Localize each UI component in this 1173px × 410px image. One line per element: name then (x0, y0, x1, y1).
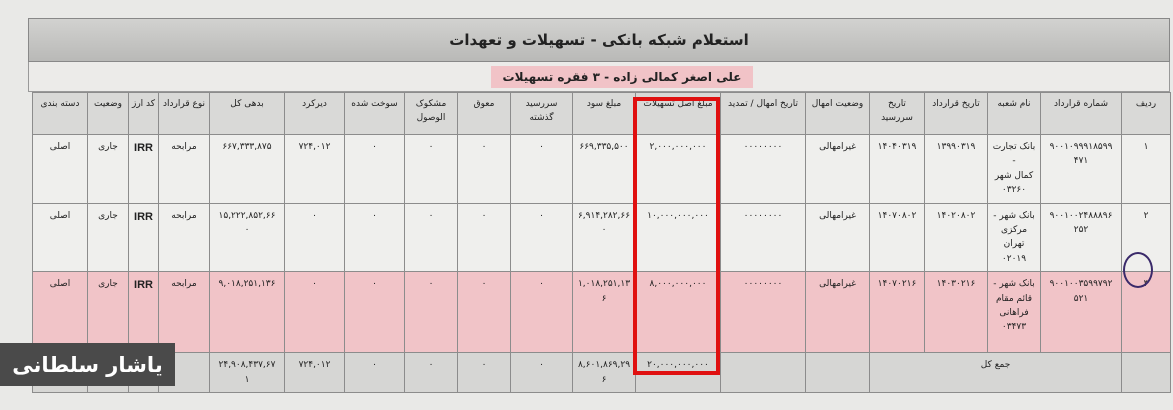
table-cell: ۱۰,۰۰۰,۰۰۰,۰۰۰ (635, 202, 721, 273)
header-row: ردیف شماره قرارداد نام شعبه تاریخ قرارداد تا… (32, 92, 1171, 135)
table-cell: ۱۳۹۹۰۳۱۹ (924, 134, 988, 204)
column-header: شماره قرارداد (1040, 92, 1122, 135)
total-cell: ۰ (510, 352, 573, 393)
column-header: وضعیت امهال (805, 92, 870, 135)
table-row: ۳ ۹۰۰۱۰۰۳۵۹۹۷۹۲ ۵۲۱ بانک شهر - قائم مقام ف… (32, 271, 1171, 354)
column-header: تاریخ سررسید (869, 92, 925, 135)
table-cell: ۰ (284, 271, 345, 354)
empty-cell (805, 352, 870, 393)
table-cell: جاری (87, 271, 129, 354)
table-cell: ۰ (510, 271, 573, 354)
table-cell: ۰ (510, 202, 573, 273)
table-cell: ۰۰۰۰۰۰۰۰ (720, 271, 806, 354)
column-header: نوع قرارداد (158, 92, 210, 135)
table-cell: غیرامهالی (805, 202, 870, 273)
table-cell: ۱۴۰۳۰۲۱۶ (924, 271, 988, 354)
table-cell: ۶۶۹,۳۳۵,۵۰۰ (572, 134, 636, 204)
table-cell: ۲,۰۰۰,۰۰۰,۰۰۰ (635, 134, 721, 204)
table-cell: ۹۰۰۱۰۰۲۴۸۸۸۹۶ ۲۵۲ (1040, 202, 1122, 273)
total-cell: ۸,۶۰۱,۸۶۹,۲۹ ۶ (572, 352, 636, 393)
table-cell: اصلی (32, 134, 88, 204)
table-cell: مرابحه (158, 271, 210, 354)
table-cell: ۹۰۰۱۰۰۳۵۹۹۷۹۲ ۵۲۱ (1040, 271, 1122, 354)
column-header: مشکوک الوصول (404, 92, 458, 135)
table-cell: جاری (87, 202, 129, 273)
column-header: دیرکرد (284, 92, 345, 135)
column-header: سوخت شده (344, 92, 405, 135)
table-row: ۱ ۹۰۰۱۰۹۹۹۱۸۵۹۹ ۴۷۱ بانک تجارت - کمال شهر … (32, 134, 1171, 204)
table-cell: ۱۴۰۷۰۸۰۲ (869, 202, 925, 273)
table-cell: ۰ (404, 271, 458, 354)
table-cell: مرابحه (158, 202, 210, 273)
table-cell: ۱ (1121, 134, 1171, 204)
total-cell: ۷۲۴,۰۱۲ (284, 352, 345, 393)
table-cell: بانک تجارت - کمال شهر ۰۳۲۶۰ (987, 134, 1041, 204)
table-cell: ۱۵,۲۲۲,۸۵۲,۶۶ ۰ (209, 202, 285, 273)
table-cell: اصلی (32, 202, 88, 273)
column-header: تاریخ قرارداد (924, 92, 988, 135)
column-header: مبلغ اصل تسهیلات (635, 92, 721, 135)
table-cell: ۲ (1121, 202, 1171, 273)
column-header: کد ارز (128, 92, 159, 135)
column-header: بدهی کل (209, 92, 285, 135)
subtitle-row: علی اصغر کمالی زاده - ۳ فقره تسهیلات (28, 62, 1170, 92)
table-cell: ۰ (344, 134, 405, 204)
table-cell: ۶,۹۱۴,۲۸۲,۶۶ ۰ (572, 202, 636, 273)
table-cell: ۶۶۷,۳۳۳,۸۷۵ (209, 134, 285, 204)
table-cell: ۰ (284, 202, 345, 273)
page-title: استعلام شبکه بانکی - تسهیلات و تعهدات (28, 18, 1170, 62)
table-cell: ۰۰۰۰۰۰۰۰ (720, 202, 806, 273)
total-cell: ۰ (457, 352, 511, 393)
table-cell: ۰۰۰۰۰۰۰۰ (720, 134, 806, 204)
column-header: نام شعبه (987, 92, 1041, 135)
table-row: ۲ ۹۰۰۱۰۰۲۴۸۸۸۹۶ ۲۵۲ بانک شهر - مرکزی تهران… (32, 202, 1171, 273)
table-cell: ۱۴۰۴۰۳۱۹ (869, 134, 925, 204)
column-header: وضعیت (87, 92, 129, 135)
total-cell: ۲۰,۰۰۰,۰۰۰,۰۰۰ (635, 352, 721, 393)
column-header: سررسید گذشته (510, 92, 573, 135)
table-cell: IRR (128, 134, 159, 204)
table-cell: اصلی (32, 271, 88, 354)
table-cell: ۷۲۴,۰۱۲ (284, 134, 345, 204)
column-header: دسته بندی (32, 92, 88, 135)
watermark: یاشار سلطانی (0, 343, 175, 386)
total-cell: ۰ (344, 352, 405, 393)
empty-cell (720, 352, 806, 393)
table-cell: IRR (128, 202, 159, 273)
table-cell: بانک شهر - قائم مقام فراهانی ۰۳۴۷۳ (987, 271, 1041, 354)
table-cell: ۳ (1121, 271, 1171, 354)
facilities-table: ردیف شماره قرارداد نام شعبه تاریخ قرارداد تا… (32, 92, 1171, 393)
table-cell: ۹,۰۱۸,۲۵۱,۱۳۶ (209, 271, 285, 354)
total-cell: جمع کل (869, 352, 1122, 393)
subtitle: علی اصغر کمالی زاده - ۳ فقره تسهیلات (491, 66, 753, 88)
table-cell: ۰ (344, 271, 405, 354)
table-cell: مرابحه (158, 134, 210, 204)
table-cell: ۰ (404, 202, 458, 273)
table-cell: ۱۴۰۲۰۸۰۲ (924, 202, 988, 273)
total-row: جمع کل ۲۰,۰۰۰,۰۰۰,۰۰۰ ۸,۶۰۱,۸۶۹,۲۹ ۶ ۰ ۰ ۰ ۰ ۷۲… (32, 352, 1171, 393)
table-cell: ۱۴۰۷۰۲۱۶ (869, 271, 925, 354)
empty-cell (1121, 352, 1171, 393)
table-cell: ۰ (404, 134, 458, 204)
column-header: معوق (457, 92, 511, 135)
column-header: ردیف (1121, 92, 1171, 135)
total-cell: ۰ (404, 352, 458, 393)
table-cell: ۰ (344, 202, 405, 273)
table-cell: IRR (128, 271, 159, 354)
table-cell: ۱,۰۱۸,۲۵۱,۱۳ ۶ (572, 271, 636, 354)
column-header: تاریخ امهال / تمدید (720, 92, 806, 135)
column-header: مبلغ سود (572, 92, 636, 135)
table-cell: ۰ (457, 202, 511, 273)
table-cell: ۸,۰۰۰,۰۰۰,۰۰۰ (635, 271, 721, 354)
total-cell: ۲۴,۹۰۸,۴۳۷,۶۷ ۱ (209, 352, 285, 393)
table-cell: ۰ (457, 271, 511, 354)
table-cell: غیرامهالی (805, 271, 870, 354)
table-cell: جاری (87, 134, 129, 204)
table-cell: ۰ (510, 134, 573, 204)
table-cell: غیرامهالی (805, 134, 870, 204)
table-cell: بانک شهر - مرکزی تهران ۰۲۰۱۹ (987, 202, 1041, 273)
table-cell: ۹۰۰۱۰۹۹۹۱۸۵۹۹ ۴۷۱ (1040, 134, 1122, 204)
table-cell: ۰ (457, 134, 511, 204)
